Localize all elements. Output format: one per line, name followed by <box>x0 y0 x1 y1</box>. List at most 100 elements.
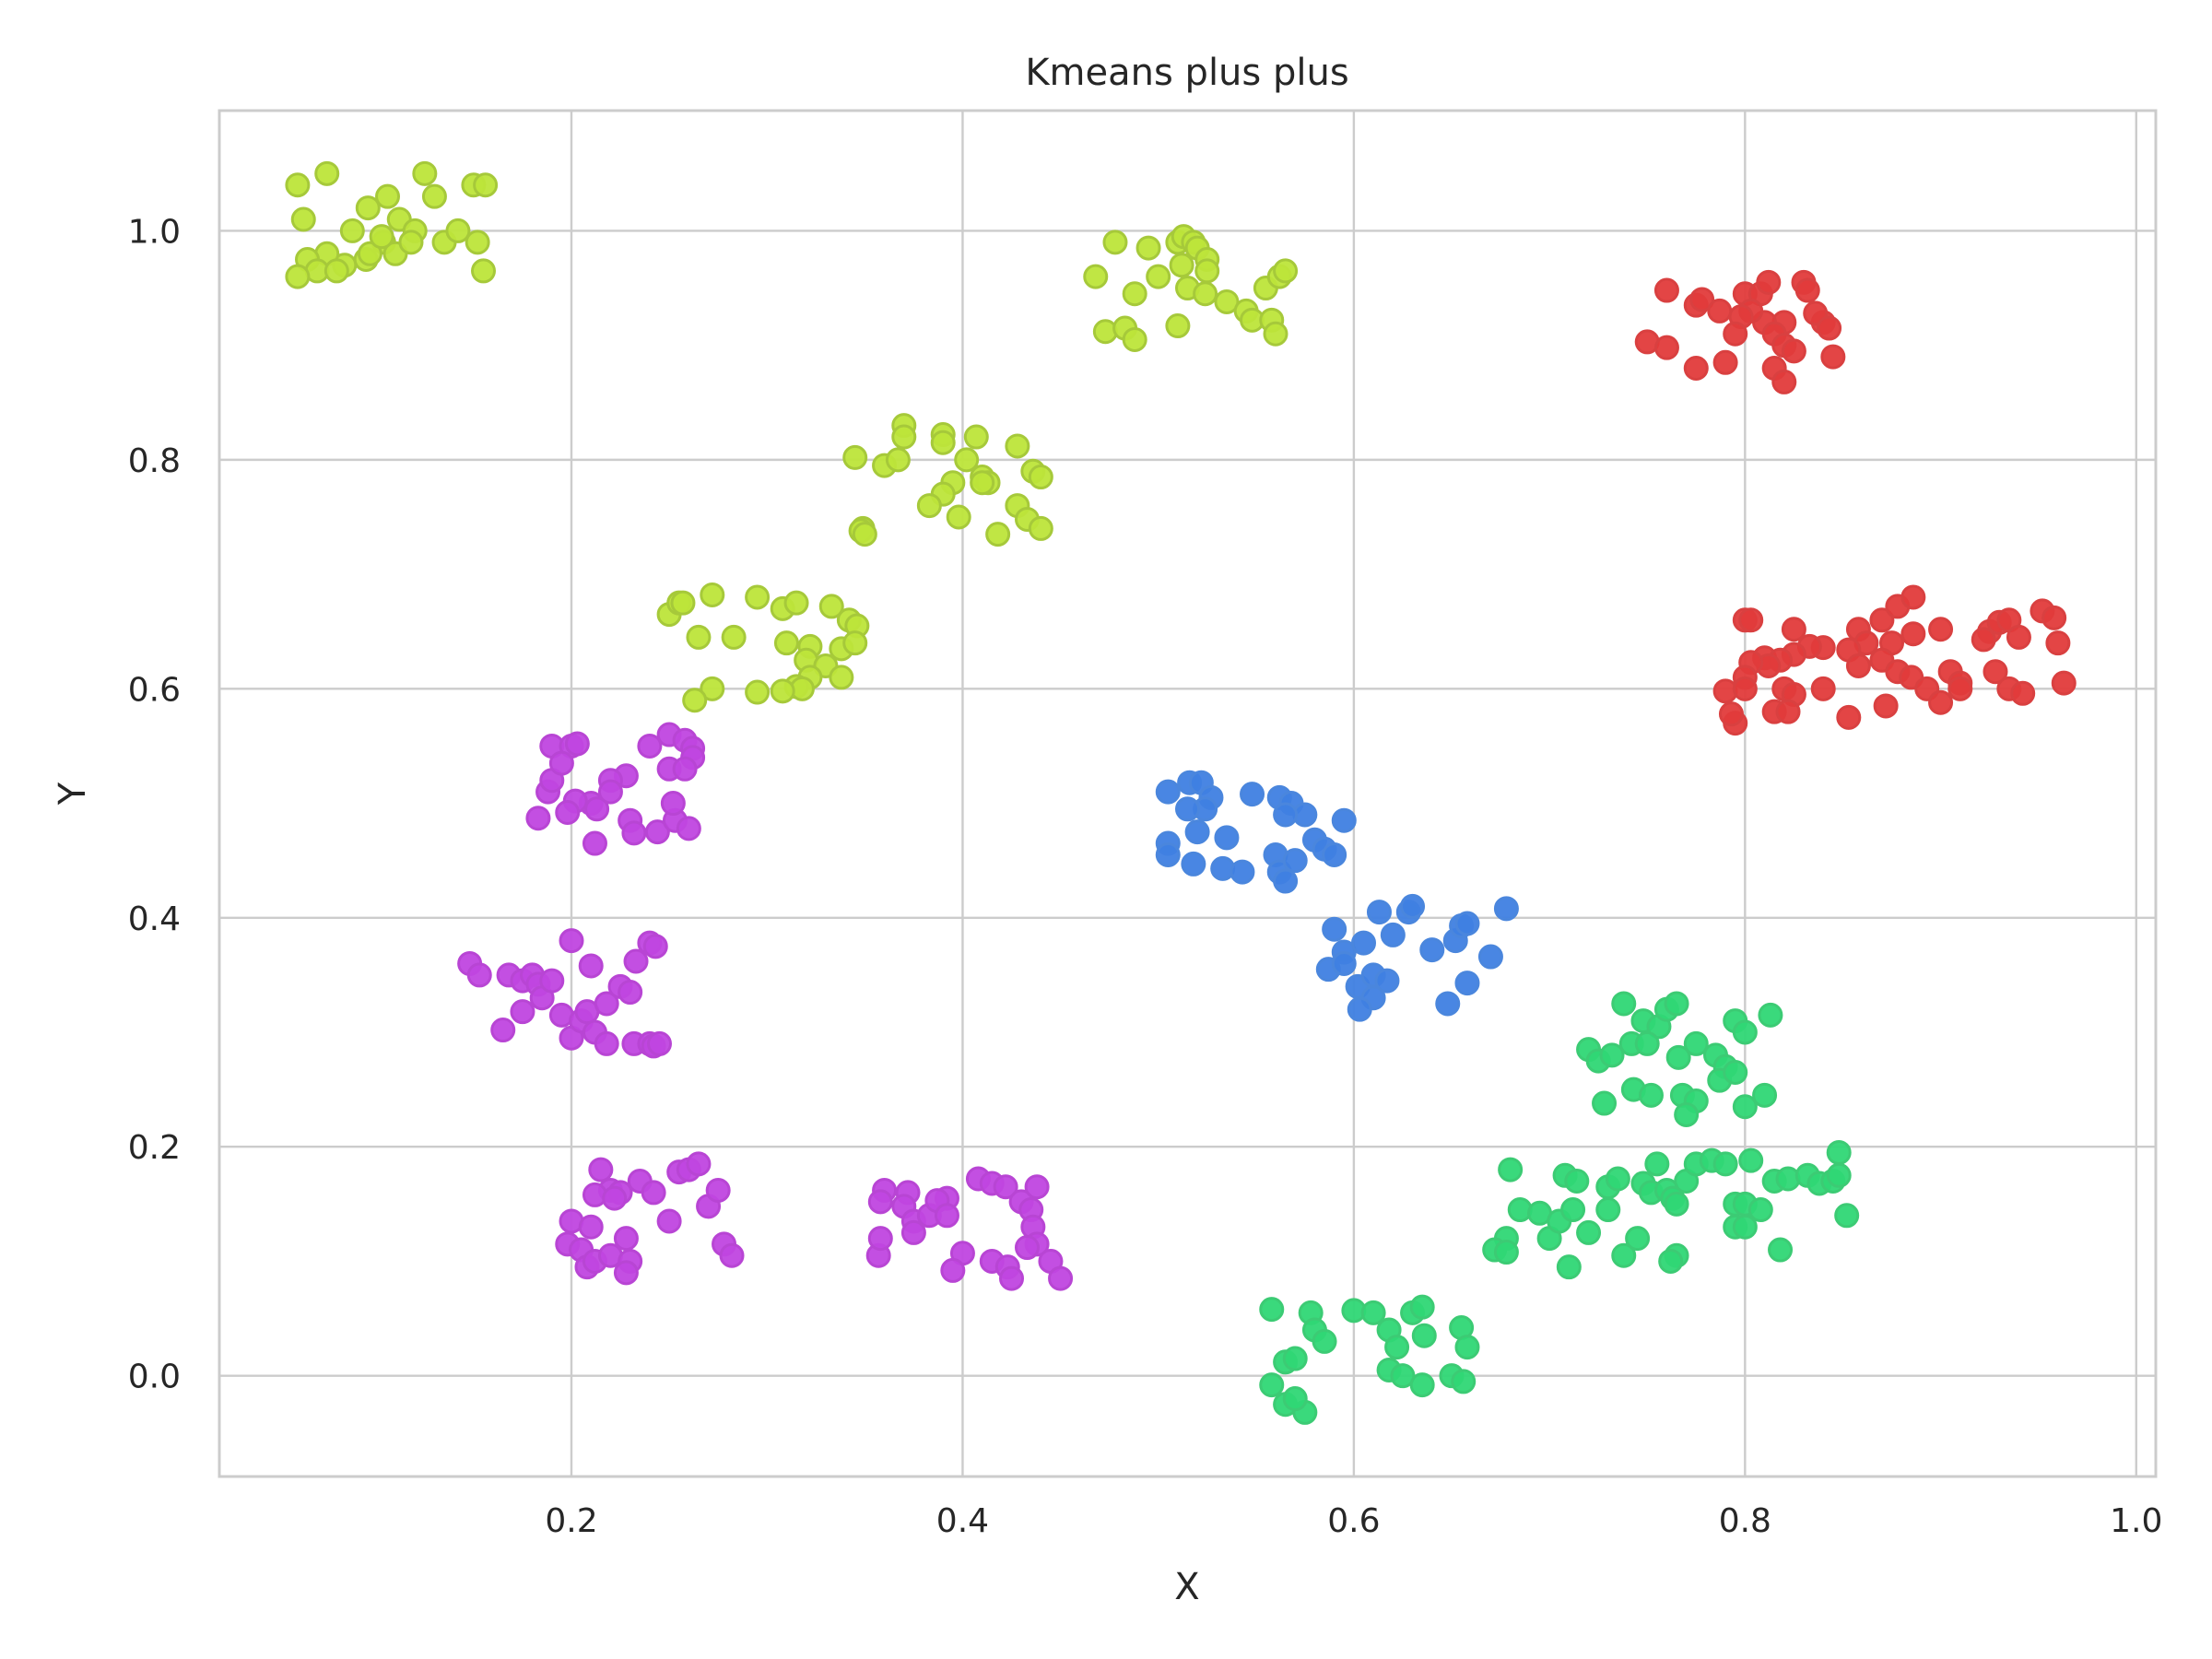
data-point <box>1674 1101 1700 1127</box>
data-point <box>719 1242 745 1268</box>
data-point <box>1411 1323 1437 1348</box>
data-point <box>1165 313 1191 339</box>
cluster-series-0 <box>285 160 1299 713</box>
data-point <box>1712 1151 1738 1177</box>
data-point <box>578 1214 604 1240</box>
y-tick-label: 0.2 <box>128 1129 181 1167</box>
data-point <box>1634 1030 1660 1056</box>
x-tick-label: 0.4 <box>936 1502 989 1540</box>
data-point <box>1214 288 1240 314</box>
data-point <box>578 953 604 979</box>
data-point <box>1738 1147 1764 1173</box>
x-tick-label: 0.2 <box>545 1502 597 1540</box>
data-point <box>1169 253 1194 278</box>
data-point <box>490 1018 516 1043</box>
data-point <box>355 195 381 221</box>
data-point <box>670 590 696 616</box>
data-point <box>940 1257 966 1283</box>
data-point <box>1175 796 1200 822</box>
data-point <box>1366 900 1392 925</box>
x-tick-label: 0.8 <box>1719 1502 1771 1540</box>
data-point <box>1732 676 1758 701</box>
data-point <box>466 962 492 988</box>
data-point <box>842 630 868 656</box>
data-point <box>705 1177 731 1203</box>
data-point <box>867 1226 893 1252</box>
data-point <box>398 229 424 255</box>
data-point <box>2010 680 2036 706</box>
data-point <box>473 172 499 198</box>
data-point <box>1454 911 1480 936</box>
data-point <box>525 806 551 831</box>
x-tick-label: 0.6 <box>1327 1502 1380 1540</box>
data-point <box>613 1226 639 1252</box>
data-point <box>1273 802 1299 828</box>
data-point <box>1331 950 1357 976</box>
data-point <box>1498 1157 1524 1182</box>
data-point <box>1718 701 1744 727</box>
data-point <box>618 980 643 1006</box>
data-points <box>285 160 2077 1425</box>
data-point <box>682 688 708 713</box>
data-point <box>1193 281 1218 307</box>
data-point <box>1122 281 1147 307</box>
data-point <box>412 160 438 186</box>
data-point <box>1747 1197 1773 1223</box>
data-point <box>1351 930 1376 956</box>
data-point <box>1384 1335 1410 1360</box>
data-point <box>1380 922 1406 947</box>
data-point <box>1683 356 1709 382</box>
data-point <box>1322 841 1347 867</box>
data-point <box>1723 1059 1748 1085</box>
data-point <box>1599 1042 1625 1068</box>
data-point <box>1454 1335 1480 1360</box>
y-tick-label: 0.4 <box>128 900 181 938</box>
data-point <box>357 241 382 266</box>
data-point <box>1756 269 1782 295</box>
data-point <box>559 928 584 954</box>
data-point <box>1146 264 1171 289</box>
data-point <box>770 678 795 704</box>
data-point <box>290 206 316 232</box>
data-point <box>1576 1219 1602 1245</box>
data-point <box>1653 277 1679 303</box>
data-point <box>1556 1254 1582 1280</box>
data-point <box>1826 1162 1852 1188</box>
data-point <box>555 799 581 825</box>
data-point <box>1493 896 1519 922</box>
data-point <box>1638 1082 1664 1108</box>
data-point <box>954 447 980 473</box>
data-point <box>1758 1002 1783 1028</box>
data-point <box>1712 349 1738 375</box>
data-point <box>1665 1044 1691 1070</box>
data-point <box>1794 277 1820 303</box>
data-point <box>594 991 619 1017</box>
x-tick-labels: 0.2 0.4 0.6 0.8 1.0 <box>545 1502 2162 1540</box>
y-tick-label: 0.6 <box>128 671 181 709</box>
data-point <box>1312 1328 1337 1354</box>
data-point <box>1836 704 1862 730</box>
data-point <box>700 582 725 607</box>
data-point <box>1259 1372 1285 1398</box>
chart-title: Kmeans plus plus <box>1025 52 1348 94</box>
data-point <box>1005 433 1030 459</box>
data-point <box>999 1265 1024 1291</box>
data-point <box>1374 968 1400 994</box>
data-point <box>1644 1151 1670 1177</box>
data-point <box>647 1030 672 1056</box>
y-tick-label: 0.8 <box>128 442 181 480</box>
data-point <box>1625 1226 1651 1252</box>
data-point <box>1083 264 1109 289</box>
data-point <box>1014 1235 1040 1261</box>
data-point <box>539 968 565 994</box>
data-point <box>660 791 686 817</box>
data-point <box>1817 315 1842 341</box>
data-point <box>1845 653 1871 678</box>
data-point <box>1810 676 1836 701</box>
data-point <box>1181 851 1206 877</box>
data-point <box>621 820 647 846</box>
data-point <box>842 444 868 470</box>
data-point <box>1738 607 1764 633</box>
data-point <box>885 447 911 473</box>
data-point <box>548 750 574 776</box>
